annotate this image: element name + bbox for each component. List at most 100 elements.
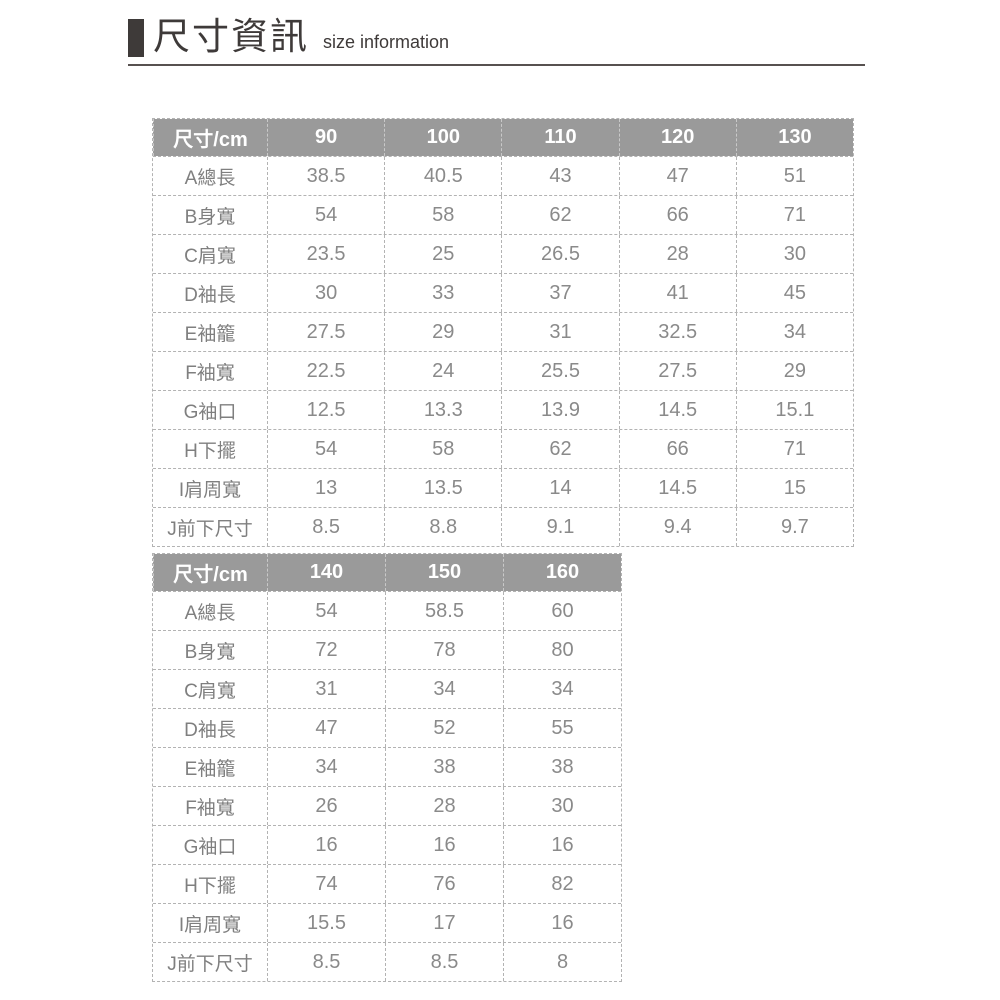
row-label-cell: A總長: [184, 167, 236, 189]
value-cell: 9.4: [618, 508, 736, 546]
header-size-cell: 160: [503, 554, 621, 591]
value-cell: 31: [501, 313, 618, 351]
row-label-cell: F袖寬: [185, 362, 235, 384]
value-cell: 58.5: [385, 592, 503, 630]
row-label-cell: G袖口: [183, 401, 237, 423]
value-cell: 41: [618, 274, 736, 312]
value-cell: 43: [501, 157, 618, 195]
header-size-cell: 140: [267, 554, 385, 591]
value-cell: 72: [267, 631, 385, 669]
value-cell: 26: [267, 787, 385, 825]
value-cell: 58: [384, 196, 501, 234]
value-cell: 23.5: [267, 235, 384, 273]
value-cell: 30: [503, 787, 621, 825]
value-cell: 8.5: [267, 508, 384, 546]
value-cell: 32.5: [618, 313, 736, 351]
table-row: E袖籠 27.5 29 31 32.5 34: [153, 312, 853, 351]
value-cell: 76: [385, 865, 503, 903]
value-cell: 15: [735, 469, 853, 507]
row-label-cell: D袖長: [184, 284, 236, 306]
value-cell: 47: [267, 709, 385, 747]
row-label-cell: B身寬: [184, 206, 236, 228]
value-cell: 8.5: [385, 943, 503, 981]
table-row: H下擺 74 76 82: [153, 864, 621, 903]
value-cell: 16: [503, 826, 621, 864]
row-label-cell: H下擺: [184, 440, 236, 462]
table-header-row: 尺寸/cm 90 100 110 120 130: [153, 119, 853, 156]
value-cell: 9.1: [501, 508, 618, 546]
header-divider: [128, 64, 865, 66]
value-cell: 62: [501, 430, 618, 468]
value-cell: 8.5: [267, 943, 385, 981]
value-cell: 66: [618, 196, 736, 234]
value-cell: 26.5: [501, 235, 618, 273]
table-row: I肩周寬 15.5 17 16: [153, 903, 621, 942]
table-header-row: 尺寸/cm 140 150 160: [153, 554, 621, 591]
value-cell: 24: [384, 352, 501, 390]
value-cell: 8: [503, 943, 621, 981]
value-cell: 13.5: [384, 469, 501, 507]
value-cell: 66: [618, 430, 736, 468]
header-size-cell: 130: [735, 119, 853, 156]
value-cell: 54: [267, 592, 385, 630]
table-row: F袖寬 26 28 30: [153, 786, 621, 825]
table-row: G袖口 12.5 13.3 13.9 14.5 15.1: [153, 390, 853, 429]
row-label-cell: A總長: [184, 602, 236, 624]
row-label-cell: C肩寬: [184, 245, 236, 267]
value-cell: 25.5: [501, 352, 618, 390]
table-row: A總長 54 58.5 60: [153, 591, 621, 630]
value-cell: 34: [267, 748, 385, 786]
table-row: B身寬 72 78 80: [153, 630, 621, 669]
row-label-cell: I肩周寬: [178, 914, 242, 936]
value-cell: 47: [618, 157, 736, 195]
section-header: 尺寸資訊 size information: [128, 17, 865, 66]
value-cell: 13.3: [384, 391, 501, 429]
table-row: C肩寬 23.5 25 26.5 28 30: [153, 234, 853, 273]
header-unit-cell: 尺寸/cm: [153, 119, 267, 156]
value-cell: 30: [267, 274, 384, 312]
row-label-cell: F袖寬: [185, 797, 235, 819]
value-cell: 71: [735, 430, 853, 468]
value-cell: 27.5: [267, 313, 384, 351]
value-cell: 14: [501, 469, 618, 507]
value-cell: 34: [385, 670, 503, 708]
value-cell: 28: [385, 787, 503, 825]
table-row: I肩周寬 13 13.5 14 14.5 15: [153, 468, 853, 507]
table-row: C肩寬 31 34 34: [153, 669, 621, 708]
value-cell: 30: [735, 235, 853, 273]
value-cell: 38: [503, 748, 621, 786]
row-label-cell: H下擺: [184, 875, 236, 897]
row-label-cell: J前下尺寸: [167, 518, 253, 540]
value-cell: 51: [735, 157, 853, 195]
header-unit-cell: 尺寸/cm: [153, 554, 267, 591]
value-cell: 27.5: [618, 352, 736, 390]
value-cell: 34: [735, 313, 853, 351]
table-row: J前下尺寸 8.5 8.8 9.1 9.4 9.7: [153, 507, 853, 546]
header-size-cell: 100: [384, 119, 501, 156]
value-cell: 13.9: [501, 391, 618, 429]
value-cell: 74: [267, 865, 385, 903]
value-cell: 9.7: [735, 508, 853, 546]
value-cell: 71: [735, 196, 853, 234]
row-label-cell: E袖籠: [184, 323, 236, 345]
value-cell: 38: [385, 748, 503, 786]
page-subtitle: size information: [323, 32, 450, 52]
row-label-cell: G袖口: [183, 836, 237, 858]
value-cell: 13: [267, 469, 384, 507]
row-label-cell: I肩周寬: [178, 479, 242, 501]
value-cell: 29: [384, 313, 501, 351]
value-cell: 78: [385, 631, 503, 669]
value-cell: 14.5: [618, 391, 736, 429]
value-cell: 80: [503, 631, 621, 669]
table-row: A總長 38.5 40.5 43 47 51: [153, 156, 853, 195]
value-cell: 37: [501, 274, 618, 312]
value-cell: 45: [735, 274, 853, 312]
title-accent-block: [128, 19, 144, 57]
table-row: D袖長 30 33 37 41 45: [153, 273, 853, 312]
table-row: J前下尺寸 8.5 8.5 8: [153, 942, 621, 981]
value-cell: 58: [384, 430, 501, 468]
value-cell: 25: [384, 235, 501, 273]
table-row: H下擺 54 58 62 66 71: [153, 429, 853, 468]
value-cell: 17: [385, 904, 503, 942]
